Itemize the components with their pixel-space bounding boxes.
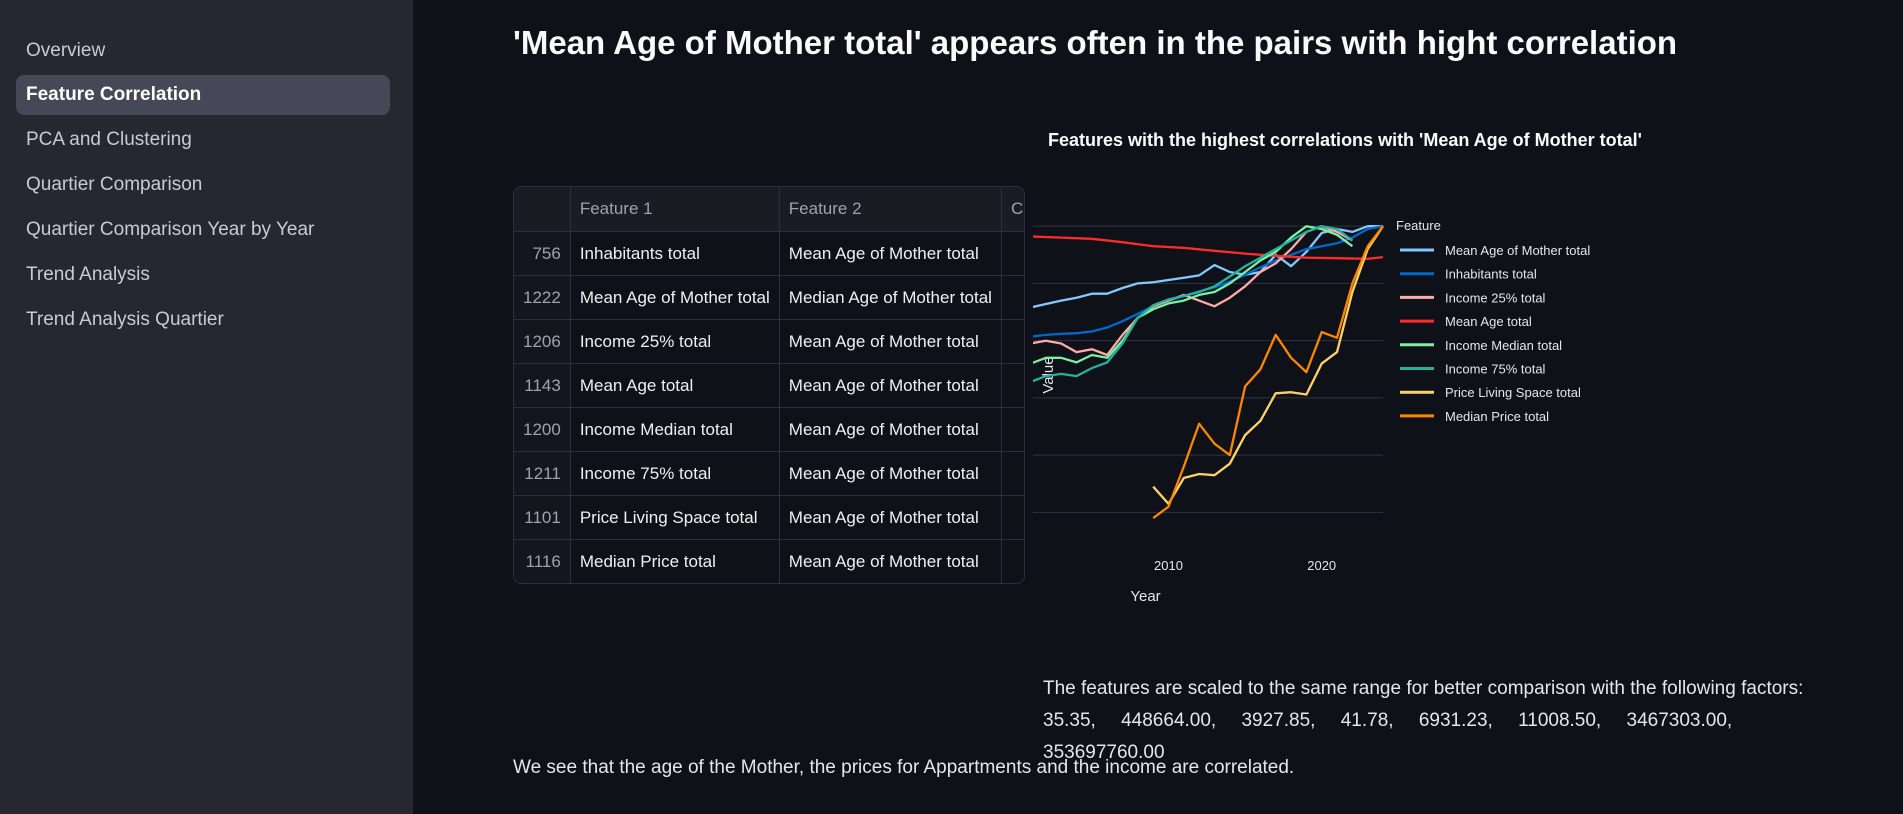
cell-correlation[interactable] [1001,319,1024,364]
scaling-factor: 35.35, [1043,710,1096,731]
scaling-factors: 35.35, 448664.00, 3927.85, 41.78, 6931.2… [1043,705,1863,769]
series-line [1033,235,1384,260]
scaling-factor: 41.78, [1340,710,1394,731]
cell-feature-1[interactable]: Income 75% total [570,451,780,496]
series-line [1033,225,1383,309]
scaling-factor: 448664.00, [1121,710,1217,731]
cell-correlation[interactable] [1001,451,1024,496]
cell-feature-1[interactable]: Inhabitants total [570,231,780,276]
series-line [1033,225,1354,364]
row-index: 1206 [514,319,571,364]
cell-correlation[interactable] [1001,231,1024,276]
cell-feature-1[interactable]: Income 25% total [570,319,780,364]
cell-feature-1[interactable]: Median Price total [570,539,780,583]
x-tick-label: 2020 [1307,558,1336,573]
series-line [1152,225,1384,520]
row-index: 1116 [514,539,571,583]
correlation-line-chart[interactable]: 0.50.60.70.80.91200020102020YearValueFea… [1033,200,1853,620]
row-index: 1222 [514,275,571,320]
column-header-feature-2[interactable]: Feature 2 [779,187,1002,232]
cell-correlation[interactable] [1001,495,1024,540]
table-row[interactable]: 756 Inhabitants total Mean Age of Mother… [514,231,1024,276]
cell-correlation[interactable] [1001,275,1024,320]
sidebar-item-pca-clustering[interactable]: PCA and Clustering [26,129,192,150]
series-line [1152,225,1384,505]
legend-item-label: Mean Age total [1445,314,1532,329]
scaling-factor: 3467303.00, [1626,710,1733,731]
cell-feature-2[interactable]: Median Age of Mother total [779,275,1002,320]
cell-feature-2[interactable]: Mean Age of Mother total [779,363,1002,408]
table-row[interactable]: 1143 Mean Age total Mean Age of Mother t… [514,363,1024,408]
cell-feature-2[interactable]: Mean Age of Mother total [779,231,1002,276]
main-content: 'Mean Age of Mother total' appears often… [413,0,1903,814]
x-axis-label: Year [1130,588,1160,605]
sidebar-item-trend-analysis[interactable]: Trend Analysis [26,264,150,285]
cell-feature-1[interactable]: Income Median total [570,407,780,452]
scaling-factor: 6931.23, [1418,710,1493,731]
table-row[interactable]: 1222 Mean Age of Mother total Median Age… [514,275,1024,320]
sidebar-item-quartier-comparison[interactable]: Quartier Comparison [26,174,203,195]
cell-correlation[interactable] [1001,407,1024,452]
cell-feature-1[interactable]: Price Living Space total [570,495,780,540]
table-row[interactable]: 1200 Income Median total Mean Age of Mot… [514,407,1024,452]
page-title: 'Mean Age of Mother total' appears often… [513,24,1678,61]
cell-feature-2[interactable]: Mean Age of Mother total [779,495,1002,540]
cell-feature-1[interactable]: Mean Age of Mother total [570,275,780,320]
row-index: 1143 [514,363,571,408]
sidebar-item-feature-correlation[interactable]: Feature Correlation [16,75,390,115]
caption-text: The features are scaled to the same rang… [1043,678,1804,699]
x-tick-label: 2010 [1154,558,1183,573]
legend-item-label: Inhabitants total [1445,267,1537,282]
row-index: 1101 [514,495,571,540]
sidebar-item-trend-analysis-quartier[interactable]: Trend Analysis Quartier [26,309,224,330]
column-header-feature-1[interactable]: Feature 1 [570,187,780,232]
conclusion-text: We see that the age of the Mother, the p… [513,757,1295,778]
legend-title: Feature [1396,218,1441,233]
chart-title: Features with the highest correlations w… [1048,130,1642,150]
legend-item-label: Mean Age of Mother total [1445,243,1590,258]
row-index: 756 [514,231,571,276]
correlation-table[interactable]: Feature 1 Feature 2 Co 756 Inhabitants t… [513,186,1025,584]
cell-feature-2[interactable]: Mean Age of Mother total [779,451,1002,496]
legend-item-label: Price Living Space total [1445,385,1581,400]
scaling-factor: 11008.50, [1518,710,1602,731]
table-row[interactable]: 1116 Median Price total Mean Age of Moth… [514,539,1024,583]
table-row[interactable]: 1206 Income 25% total Mean Age of Mother… [514,319,1024,364]
legend-item-label: Median Price total [1445,409,1549,424]
cell-feature-1[interactable]: Mean Age total [570,363,780,408]
column-header-correlation[interactable]: Co [1001,187,1024,232]
legend-item-label: Income Median total [1445,338,1562,353]
sidebar: Overview Feature Correlation PCA and Clu… [0,0,413,814]
cell-feature-2[interactable]: Mean Age of Mother total [779,539,1002,583]
sidebar-item-quartier-comparison-yearly[interactable]: Quartier Comparison Year by Year [26,219,315,240]
legend-item-label: Income 75% total [1445,362,1546,377]
scaling-caption: The features are scaled to the same rang… [1043,673,1863,769]
table-row[interactable]: 1211 Income 75% total Mean Age of Mother… [514,451,1024,496]
series-line [1033,225,1354,383]
column-header-index[interactable] [514,187,571,232]
scaling-factor: 353697760.00 [1043,742,1165,763]
sidebar-item-overview[interactable]: Overview [26,40,106,61]
scaling-factor: 3927.85, [1241,710,1316,731]
legend-item-label: Income 25% total [1445,290,1546,305]
row-index: 1211 [514,451,571,496]
row-index: 1200 [514,407,571,452]
cell-feature-2[interactable]: Mean Age of Mother total [779,319,1002,364]
cell-feature-2[interactable]: Mean Age of Mother total [779,407,1002,452]
table-header-row: Feature 1 Feature 2 Co [514,187,1024,232]
cell-correlation[interactable] [1001,539,1024,583]
cell-correlation[interactable] [1001,363,1024,408]
table-row[interactable]: 1101 Price Living Space total Mean Age o… [514,495,1024,540]
